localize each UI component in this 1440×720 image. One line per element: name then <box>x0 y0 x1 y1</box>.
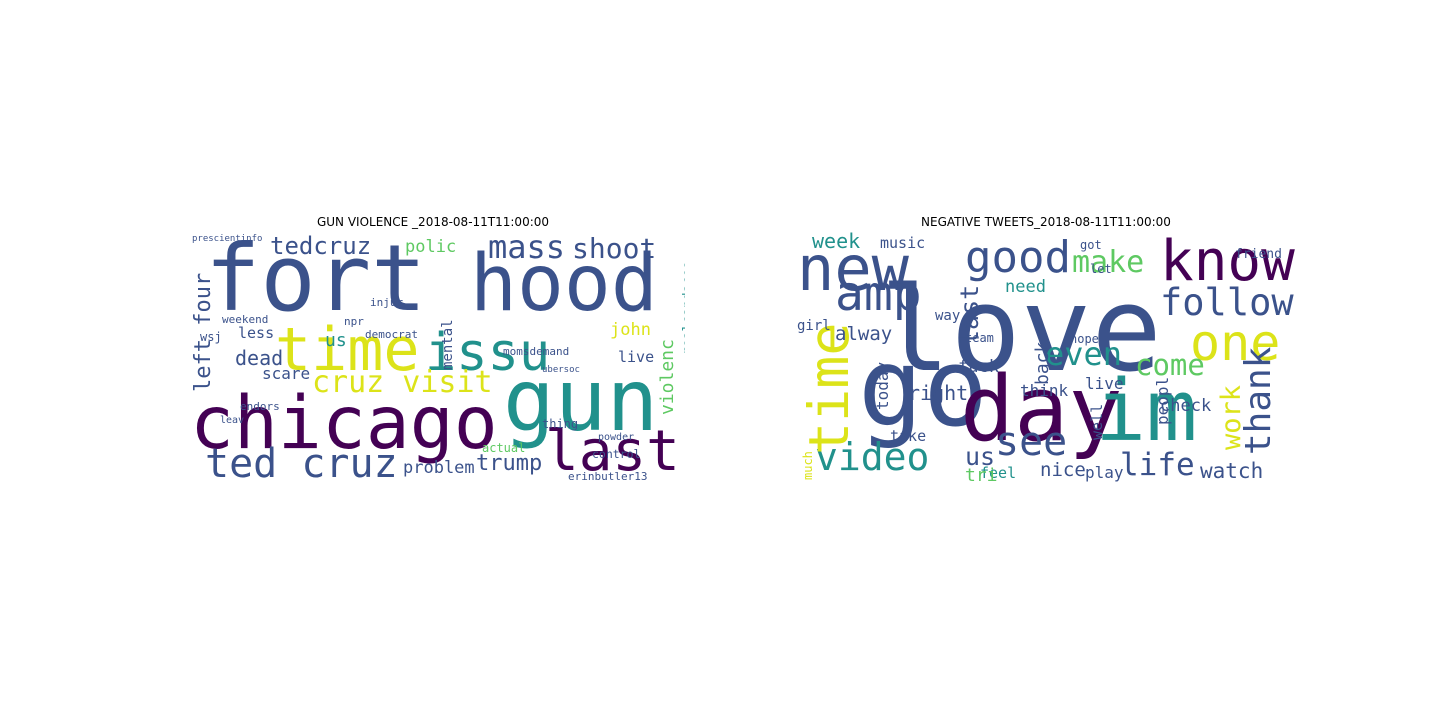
cloud-word: team <box>965 331 994 345</box>
cloud-word: leav <box>220 415 244 426</box>
cloud-word: amp <box>835 266 922 322</box>
cloud-word: tri <box>965 465 998 486</box>
cloud-word: realcandaceo <box>681 261 696 355</box>
cloud-word: play <box>1085 463 1124 482</box>
cloud-word: time <box>275 315 420 385</box>
cloud-word: gun <box>503 351 658 451</box>
cloud-word: mental <box>440 319 456 370</box>
cloud-word: think <box>1020 381 1069 400</box>
cloud-word: tedcruz <box>270 232 371 260</box>
cloud-word: peopl <box>1153 377 1172 425</box>
cloud-word: check <box>1160 396 1211 416</box>
cloud-word: take <box>890 427 926 445</box>
cloud-word: week <box>812 229 860 253</box>
cloud-word: injur <box>370 296 403 309</box>
cloud-word: well <box>1088 404 1106 440</box>
cloud-word: powder <box>598 432 634 443</box>
cloud-word: us <box>965 442 995 471</box>
cloud-word: ubersoc <box>542 365 580 375</box>
cloud-word: follow <box>1160 281 1294 324</box>
cloud-word: momsdemand <box>503 345 569 358</box>
cloud-word: today <box>873 361 892 410</box>
cloud-word: polic <box>405 237 456 257</box>
cloud-word: come <box>1135 348 1205 382</box>
cloud-word: girl <box>797 318 831 334</box>
cloud-word: make <box>1072 245 1144 280</box>
cloud-word: love <box>880 261 1162 398</box>
cloud-word: hope <box>1070 332 1099 346</box>
cloud-word: democrat <box>365 328 418 341</box>
cloud-word: video <box>815 435 929 479</box>
cloud-word: us <box>325 330 347 351</box>
cloud-word: cruz visit <box>312 365 493 400</box>
cloud-word: last <box>955 285 984 345</box>
cloud-word: trump <box>476 451 542 476</box>
cloud-word: alway <box>835 323 892 345</box>
cloud-word: nice <box>1040 459 1086 481</box>
cloud-word: less <box>238 324 274 342</box>
cloud-word: work <box>1216 385 1247 450</box>
cloud-word: right <box>908 381 968 405</box>
cloud-word: feel <box>980 464 1016 482</box>
cloud-word: im <box>1095 362 1197 461</box>
panel-title: NEGATIVE TWEETS_2018-08-11T11:00:00 <box>921 215 1171 229</box>
cloud-word: violenc <box>657 339 678 415</box>
cloud-word: need <box>1005 277 1046 297</box>
cloud-word: npr <box>344 315 364 328</box>
cloud-word: live <box>1085 374 1124 393</box>
cloud-word: back <box>1032 341 1053 385</box>
cloud-word: dead <box>235 346 283 370</box>
cloud-word: one <box>1190 314 1280 372</box>
cloud-word: thing <box>542 417 578 431</box>
cloud-word: fort <box>205 225 427 332</box>
cloud-word: new <box>797 232 910 305</box>
cloud-word: ted cruz <box>205 441 398 487</box>
cloud-word: problem <box>403 458 475 478</box>
cloud-word: actual <box>482 441 525 455</box>
cloud-word: control <box>592 447 640 461</box>
cloud-word: life <box>1120 447 1195 483</box>
cloud-word: wsj <box>200 330 222 344</box>
cloud-word: music <box>880 234 925 252</box>
cloud-word: endors <box>240 400 280 413</box>
cloud-word: shoot <box>572 232 656 265</box>
cloud-word: weekend <box>222 313 268 326</box>
cloud-word: scare <box>262 364 310 383</box>
word-cloud: fort hood chicago gun time issu last ted cruz cr… <box>190 225 696 487</box>
cloud-word: good <box>965 232 1071 283</box>
cloud-word: way <box>935 308 960 324</box>
cloud-word: time <box>797 323 861 455</box>
cloud-word: last <box>545 419 680 484</box>
cloud-word: live <box>618 348 654 366</box>
cloud-word: mass <box>488 228 565 266</box>
cloud-word: hood <box>470 239 658 329</box>
cloud-word: chicago <box>190 381 498 466</box>
cloud-word: got <box>1080 238 1102 252</box>
cloud-word: left four <box>191 273 216 392</box>
cloud-word: thank <box>1238 346 1279 455</box>
cloud-word: john <box>610 320 651 340</box>
panel-title: GUN VIOLENCE _2018-08-11T11:00:00 <box>317 215 549 229</box>
cloud-word: even <box>1045 335 1122 373</box>
cloud-word: see <box>995 419 1067 465</box>
cloud-word: go <box>858 326 988 451</box>
cloud-word: day <box>960 357 1123 462</box>
cloud-word: let <box>1090 262 1112 276</box>
cloud-word: prescientinfo <box>192 234 262 244</box>
cloud-word: watch <box>1200 459 1263 483</box>
cloud-word: friend <box>1235 247 1282 262</box>
cloud-word: erinbutler13 <box>568 470 647 483</box>
cloud-word: issu <box>425 323 550 383</box>
cloud-word: much <box>801 451 815 480</box>
cloud-word: fuck <box>958 357 999 377</box>
cloud-word: know <box>1160 229 1295 294</box>
